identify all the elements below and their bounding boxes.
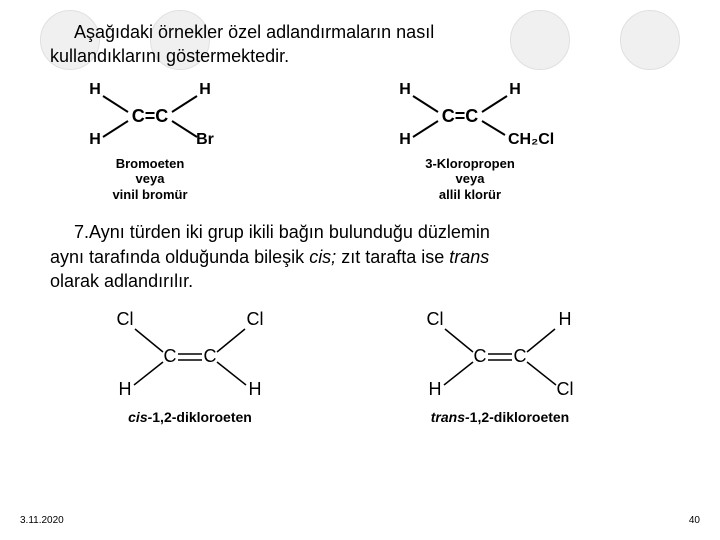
molecule-caption: Bromoeten veya vinil bromür [60, 156, 240, 203]
molecule-bromoeten: H H H Br C=C Bromoeten veya vinil bromür [60, 79, 240, 203]
svg-text:H: H [399, 131, 411, 148]
molecule-trans: Cl H H Cl C C trans-1,2-dikloroeten [400, 307, 600, 426]
svg-text:C: C [514, 346, 527, 366]
molecule-svg: Cl H Cl H C C [90, 307, 290, 402]
svg-text:H: H [89, 131, 101, 148]
svg-text:C=C: C=C [442, 106, 479, 126]
molecule-caption: 3-Kloropropen veya allil klorür [370, 156, 570, 203]
intro-line1: Aşağıdaki örnekler özel adlandırmaların … [74, 22, 434, 42]
svg-text:Cl: Cl [557, 379, 574, 399]
molecule-kloropropen: H H H CH₂Cl C=C 3-Kloropropen veya allil… [370, 79, 570, 203]
molecule-cis: Cl H Cl H C C cis-1,2-dikloroeten [90, 307, 290, 426]
molecule-row-bottom: Cl H Cl H C C cis-1,2-dikloroeten Cl H [50, 307, 670, 426]
svg-text:H: H [89, 81, 101, 98]
svg-text:H: H [509, 81, 521, 98]
svg-text:H: H [119, 379, 132, 399]
svg-text:H: H [559, 309, 572, 329]
rule-line3: olarak adlandırılır. [50, 271, 193, 291]
rule-line1: 7.Aynı türden iki grup ikili bağın bulun… [74, 222, 490, 242]
svg-text:H: H [199, 81, 211, 98]
svg-text:Br: Br [196, 131, 214, 148]
intro-paragraph: Aşağıdaki örnekler özel adlandırmaların … [50, 20, 670, 69]
trans-word: trans [449, 247, 489, 267]
molecule-caption: trans-1,2-dikloroeten [400, 409, 600, 426]
rule-mid: zıt tarafta ise [336, 247, 449, 267]
footer-date: 3.11.2020 [20, 515, 64, 526]
svg-text:C: C [204, 346, 217, 366]
svg-text:CH₂Cl: CH₂Cl [508, 131, 554, 148]
svg-text:Cl: Cl [117, 309, 134, 329]
rule-paragraph: 7.Aynı türden iki grup ikili bağın bulun… [50, 220, 670, 293]
footer-page: 40 [689, 515, 700, 526]
molecule-svg: Cl H H Cl C C [400, 307, 600, 402]
intro-line2: kullandıklarını göstermektedir. [50, 46, 289, 66]
molecule-row-top: H H H Br C=C Bromoeten veya vinil bromür… [50, 79, 670, 203]
molecule-svg: H H H Br C=C [60, 79, 240, 149]
cis-word: cis; [309, 247, 336, 267]
svg-text:Cl: Cl [247, 309, 264, 329]
svg-text:H: H [249, 379, 262, 399]
svg-text:H: H [399, 81, 411, 98]
slide-content: Aşağıdaki örnekler özel adlandırmaların … [0, 0, 720, 426]
molecule-svg: H H H CH₂Cl C=C [370, 79, 570, 149]
svg-text:Cl: Cl [427, 309, 444, 329]
svg-text:C=C: C=C [132, 106, 169, 126]
svg-text:H: H [429, 379, 442, 399]
svg-text:C: C [474, 346, 487, 366]
svg-text:C: C [164, 346, 177, 366]
molecule-caption: cis-1,2-dikloroeten [90, 409, 290, 426]
rule-line2a: aynı tarafında olduğunda bileşik [50, 247, 309, 267]
